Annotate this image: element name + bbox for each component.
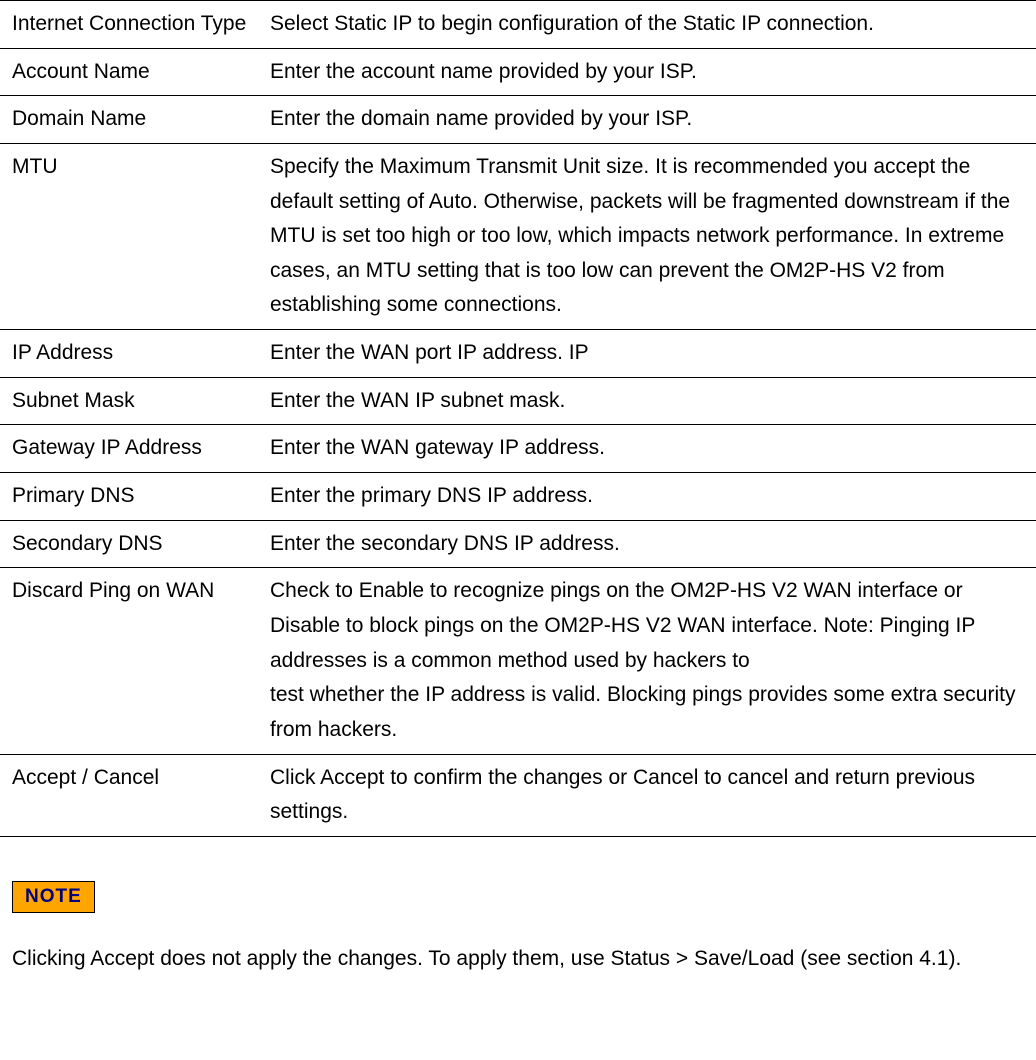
row-desc: Enter the secondary DNS IP address. (258, 520, 1036, 568)
table-row: IP Address Enter the WAN port IP address… (0, 330, 1036, 378)
table-row: Discard Ping on WAN Check to Enable to r… (0, 568, 1036, 754)
row-label: MTU (0, 143, 258, 329)
row-label: Primary DNS (0, 473, 258, 521)
row-label: Internet Connection Type (0, 1, 258, 49)
table-row: Internet Connection Type Select Static I… (0, 1, 1036, 49)
settings-table: Internet Connection Type Select Static I… (0, 0, 1036, 837)
row-desc: Enter the domain name provided by your I… (258, 96, 1036, 144)
settings-table-body: Internet Connection Type Select Static I… (0, 1, 1036, 837)
row-desc: Specify the Maximum Transmit Unit size. … (258, 143, 1036, 329)
table-row: MTU Specify the Maximum Transmit Unit si… (0, 143, 1036, 329)
row-desc: Select Static IP to begin configuration … (258, 1, 1036, 49)
row-desc: Enter the primary DNS IP address. (258, 473, 1036, 521)
row-desc: Enter the WAN port IP address. IP (258, 330, 1036, 378)
row-desc: Enter the account name provided by your … (258, 48, 1036, 96)
row-label: Gateway IP Address (0, 425, 258, 473)
row-label: Secondary DNS (0, 520, 258, 568)
table-row: Gateway IP Address Enter the WAN gateway… (0, 425, 1036, 473)
row-desc: Enter the WAN IP subnet mask. (258, 377, 1036, 425)
note-text: Clicking Accept does not apply the chang… (0, 931, 1036, 978)
row-desc: Click Accept to confirm the changes or C… (258, 754, 1036, 836)
table-row: Primary DNS Enter the primary DNS IP add… (0, 473, 1036, 521)
row-label: Account Name (0, 48, 258, 96)
row-label: Accept / Cancel (0, 754, 258, 836)
note-badge: NOTE (12, 881, 95, 913)
table-row: Account Name Enter the account name prov… (0, 48, 1036, 96)
row-label: IP Address (0, 330, 258, 378)
row-label: Subnet Mask (0, 377, 258, 425)
table-row: Accept / Cancel Click Accept to confirm … (0, 754, 1036, 836)
row-label: Domain Name (0, 96, 258, 144)
row-label: Discard Ping on WAN (0, 568, 258, 754)
table-row: Secondary DNS Enter the secondary DNS IP… (0, 520, 1036, 568)
table-row: Subnet Mask Enter the WAN IP subnet mask… (0, 377, 1036, 425)
table-row: Domain Name Enter the domain name provid… (0, 96, 1036, 144)
row-desc: Check to Enable to recognize pings on th… (258, 568, 1036, 754)
row-desc: Enter the WAN gateway IP address. (258, 425, 1036, 473)
